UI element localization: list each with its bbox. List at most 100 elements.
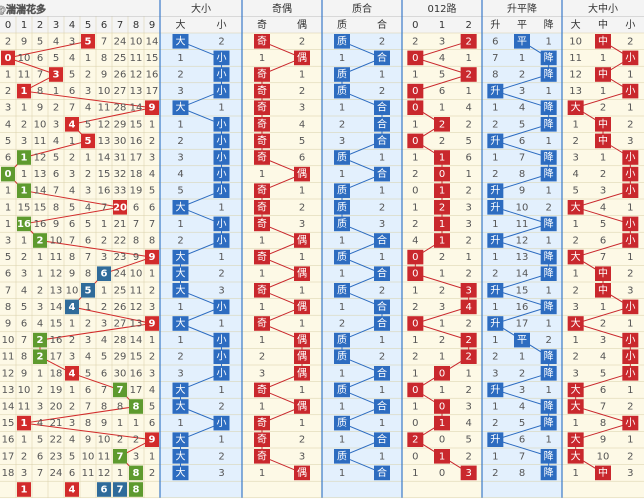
omission: 5 [5, 252, 11, 263]
indicator: 2 [465, 335, 471, 346]
indicator: 小 [625, 351, 635, 363]
indicator: 1 [439, 236, 445, 247]
hit-cell [113, 200, 127, 215]
omission: 5 [37, 36, 43, 47]
omission: 19 [50, 385, 63, 396]
indicator: 0 [412, 103, 418, 114]
omission: 3 [149, 153, 155, 164]
indicator: 合 [377, 267, 387, 280]
omission: 2 [492, 119, 498, 130]
indicator-cell [213, 299, 230, 315]
section-title: 大中小 [588, 2, 618, 15]
omission: 13 [569, 86, 582, 97]
omission: 1 [177, 302, 183, 313]
digit-header: 3 [53, 20, 59, 31]
indicator: 合 [377, 366, 387, 379]
indicator: 降 [544, 101, 554, 114]
omission: 27 [114, 319, 127, 330]
omission: 1 [339, 53, 345, 64]
indicator-cell [622, 349, 639, 364]
indicator-cell [595, 266, 611, 281]
indicator-cell [213, 150, 230, 165]
omission: 14 [34, 186, 47, 197]
omission: 2 [21, 451, 27, 462]
indicator: 中 [598, 267, 608, 280]
omission: 6 [21, 319, 27, 330]
indicator-cell [374, 299, 390, 315]
indicator: 大 [571, 200, 581, 213]
indicator: 质 [337, 284, 347, 296]
omission: 6 [85, 385, 91, 396]
indicator-cell [254, 117, 270, 132]
omission: 26 [114, 302, 127, 313]
indicator: 小 [217, 152, 227, 164]
indicator: 大 [176, 250, 186, 263]
omission: 1 [259, 468, 265, 479]
final-cell [113, 482, 127, 497]
omission: 2 [177, 70, 183, 81]
omission: 12 [569, 70, 582, 81]
omission: 3 [53, 119, 59, 130]
hit-cell [65, 117, 79, 132]
omission: 2 [379, 285, 385, 296]
omission: 12 [516, 236, 529, 247]
omission: 3 [627, 285, 633, 296]
omission: 7 [85, 402, 91, 413]
omission: 1 [5, 186, 11, 197]
omission: 3 [85, 186, 91, 197]
indicator-cell [213, 349, 230, 364]
hit-cell [145, 432, 159, 447]
hit-cell [81, 133, 95, 149]
indicator-cell [172, 316, 189, 331]
omission: 16 [146, 70, 159, 81]
indicator: 中 [598, 117, 608, 130]
indicator: 中 [598, 283, 608, 296]
indicator: 偶 [297, 366, 307, 379]
indicator-cell [213, 216, 230, 232]
omission: 1 [339, 169, 345, 180]
hit-digit: 0 [5, 53, 12, 64]
indicator-cell [334, 83, 350, 99]
section-label: 0 [412, 20, 418, 31]
omission: 3 [69, 169, 75, 180]
omission: 15 [130, 119, 143, 130]
omission: 2 [627, 451, 633, 462]
indicator: 升 [490, 185, 500, 197]
indicator-cell [213, 166, 230, 182]
indicator: 奇 [257, 217, 267, 230]
indicator-cell [567, 249, 584, 265]
omission: 1 [492, 153, 498, 164]
omission: 8 [101, 402, 107, 413]
omission: 3 [101, 319, 107, 330]
omission: 19 [130, 186, 143, 197]
indicator-cell [460, 283, 477, 298]
omission: 1 [492, 103, 498, 114]
omission: 3 [299, 219, 305, 230]
indicator-cell [487, 183, 504, 198]
digit-header: 1 [21, 20, 27, 31]
omission: 2 [492, 269, 498, 280]
indicator-cell [622, 166, 639, 182]
omission: 15 [2, 418, 15, 429]
indicator: 合 [377, 167, 387, 180]
omission: 10 [98, 86, 111, 97]
omission: 3 [465, 202, 471, 213]
omission: 26 [114, 70, 127, 81]
indicator-cell [374, 432, 390, 447]
omission: 2 [53, 103, 59, 114]
omission: 7 [133, 219, 139, 230]
omission: 4 [69, 53, 75, 64]
omission: 11 [2, 352, 15, 363]
indicator-cell [374, 133, 390, 149]
indicator-cell [254, 432, 270, 447]
omission: 23 [114, 252, 127, 263]
indicator: 降 [544, 68, 554, 81]
omission: 24 [114, 269, 127, 280]
indicator-cell [460, 299, 477, 315]
indicator: 大 [571, 433, 581, 446]
omission: 24 [50, 468, 63, 479]
indicator-cell [254, 283, 270, 298]
omission: 1 [259, 402, 265, 413]
indicator: 1 [439, 418, 445, 429]
omission: 2 [218, 36, 224, 47]
